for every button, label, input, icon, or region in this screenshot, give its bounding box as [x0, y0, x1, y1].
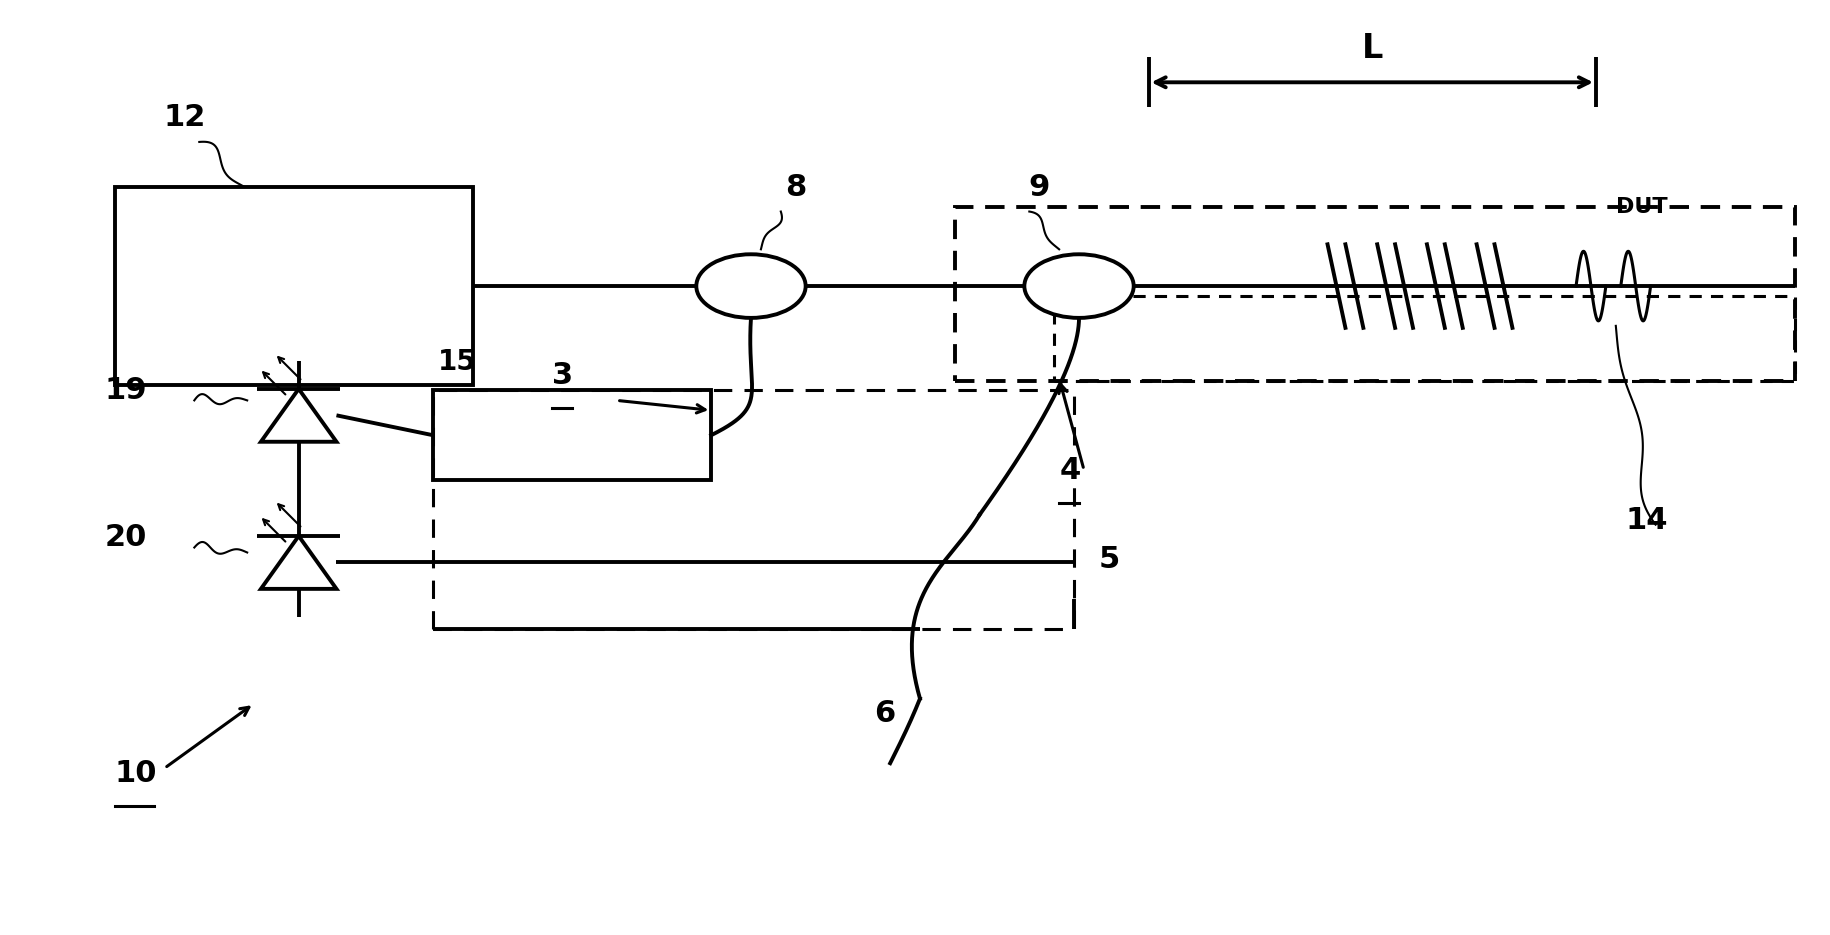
Bar [432, 391, 710, 480]
Text: L: L [1362, 33, 1382, 65]
Ellipse shape [695, 254, 805, 318]
Text: 20: 20 [104, 524, 146, 553]
Polygon shape [260, 389, 337, 441]
Text: 6: 6 [875, 699, 895, 728]
Ellipse shape [1023, 254, 1133, 318]
Bar [1054, 296, 1793, 381]
Text: 3: 3 [553, 362, 573, 391]
Text: 5: 5 [1098, 545, 1120, 574]
Text: 8: 8 [785, 173, 805, 202]
Bar [432, 391, 1074, 629]
Text: 10: 10 [115, 759, 157, 788]
Text: 12: 12 [163, 103, 205, 132]
Text: 14: 14 [1625, 506, 1667, 535]
Text: 15: 15 [437, 348, 476, 376]
Text: DUT: DUT [1614, 196, 1667, 217]
Text: 19: 19 [104, 377, 148, 406]
Bar [953, 207, 1793, 381]
Polygon shape [260, 536, 337, 589]
Bar [115, 187, 472, 385]
Text: 9: 9 [1028, 173, 1049, 202]
Text: 4: 4 [1058, 456, 1080, 485]
